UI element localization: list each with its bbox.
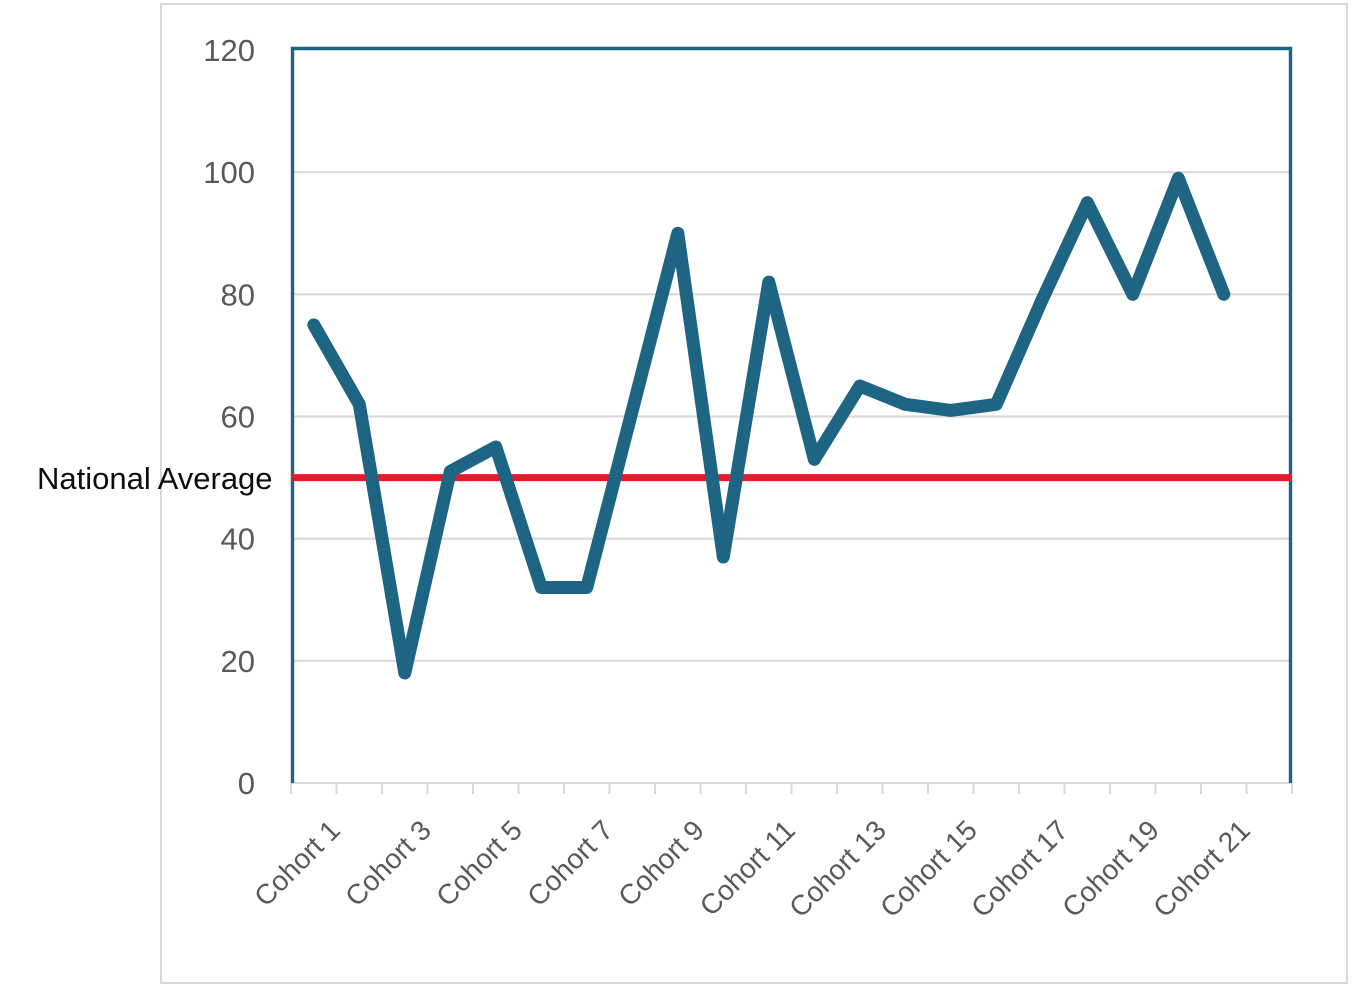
- y-axis-tick-label: 60: [221, 400, 255, 435]
- y-axis-tick-label: 40: [221, 522, 255, 557]
- y-axis-tick-label: 100: [203, 155, 255, 190]
- data-series-line: [307, 171, 1231, 680]
- x-axis-ticks: [290, 783, 1293, 794]
- national-average-label: National Average: [37, 461, 273, 496]
- y-axis-tick-label: 80: [221, 277, 255, 312]
- y-axis-tick-label: 120: [203, 33, 255, 68]
- chart-card: [160, 3, 1348, 984]
- y-axis-labels: 0 20 40 60 80 100 120: [203, 33, 255, 801]
- y-axis-tick-label: 0: [238, 766, 255, 801]
- plot-border: [290, 46, 1293, 783]
- y-axis-tick-label: 20: [221, 644, 255, 679]
- gridlines: [291, 171, 1292, 662]
